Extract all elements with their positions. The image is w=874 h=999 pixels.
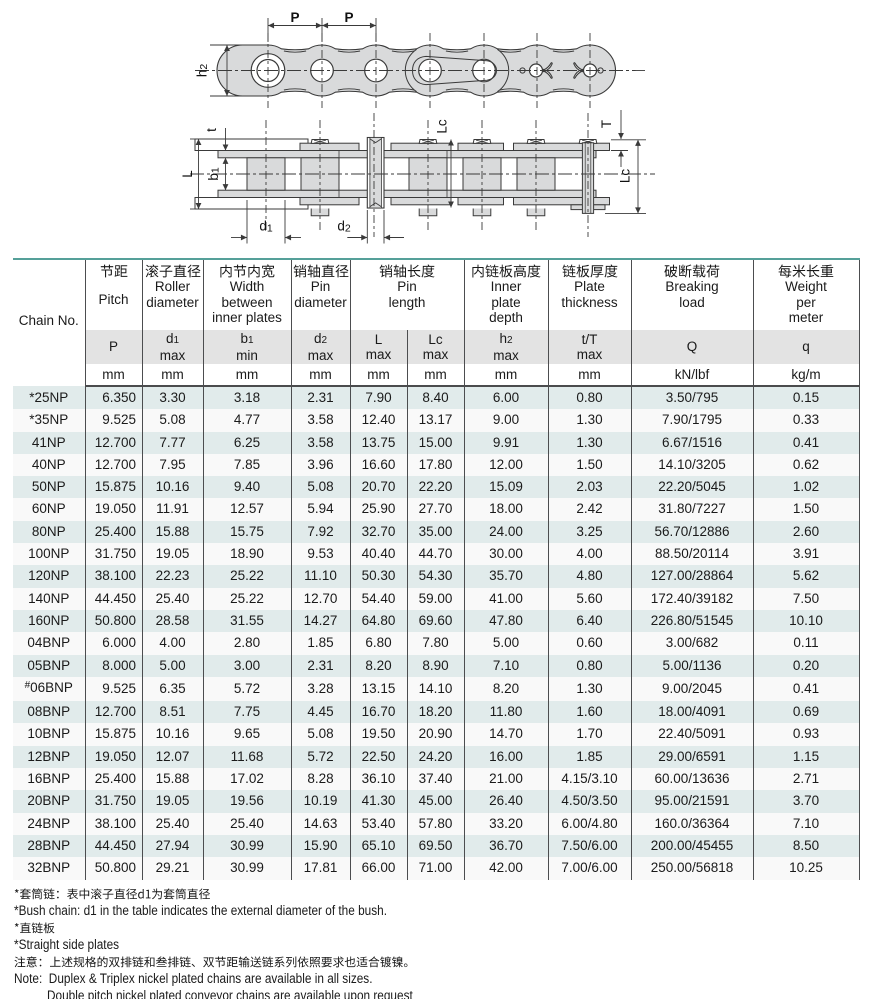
svg-text:P: P xyxy=(290,10,299,25)
svg-text:L: L xyxy=(180,170,195,178)
svg-text:t: t xyxy=(204,128,219,132)
svg-text:Lc: Lc xyxy=(618,169,633,184)
svg-text:h2: h2 xyxy=(195,64,210,78)
svg-text:d1: d1 xyxy=(259,219,273,235)
svg-text:P: P xyxy=(344,10,353,25)
svg-text:T: T xyxy=(599,120,614,128)
svg-text:b1: b1 xyxy=(206,167,221,181)
svg-text:d2: d2 xyxy=(337,219,351,235)
svg-text:Lc: Lc xyxy=(435,119,450,134)
